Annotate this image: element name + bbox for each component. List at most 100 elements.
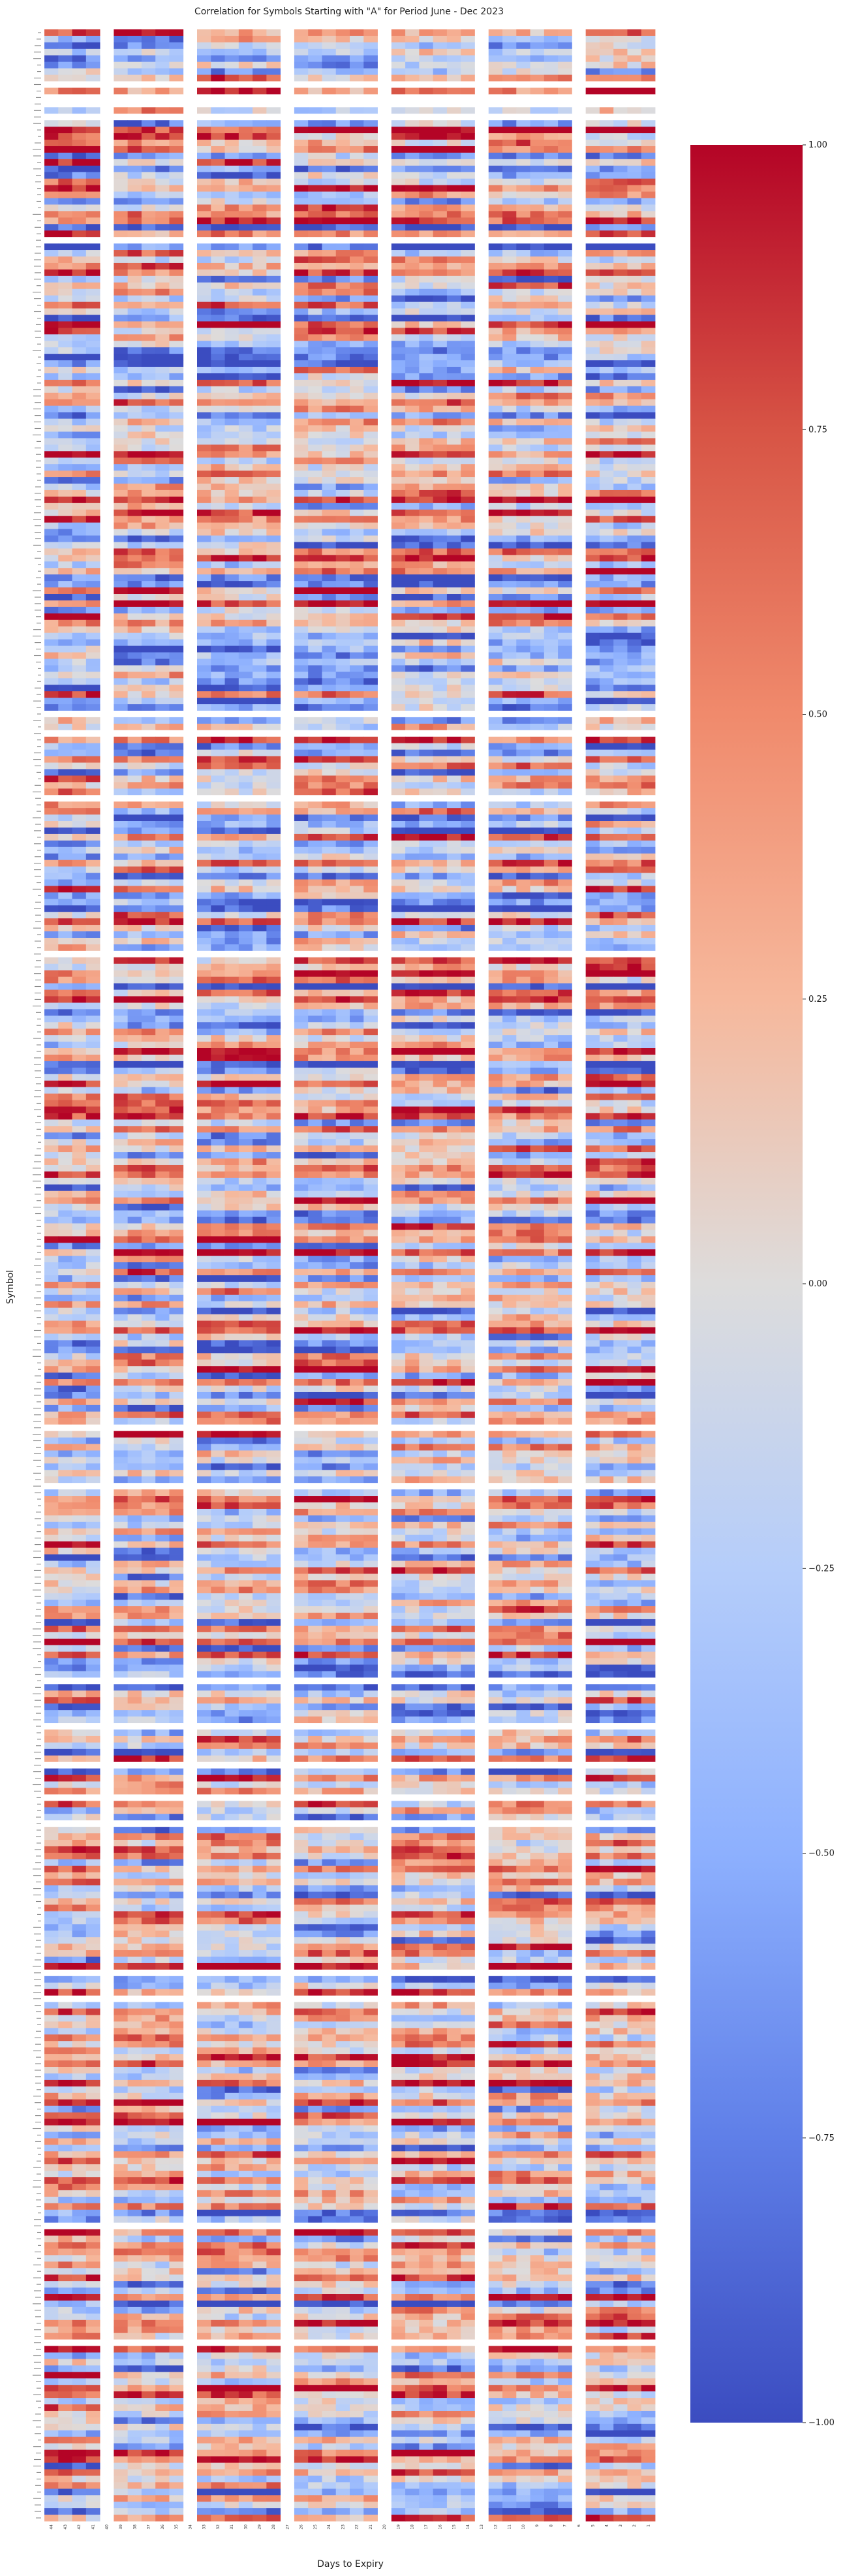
heatmap-cell — [114, 165, 129, 173]
heatmap-cell — [585, 386, 600, 394]
heatmap-cell — [322, 548, 337, 555]
heatmap-cell — [461, 639, 475, 646]
heatmap-cell — [141, 717, 156, 724]
heatmap-cell — [613, 386, 628, 394]
heatmap-cell — [405, 568, 420, 575]
heatmap-cell — [350, 815, 364, 822]
heatmap-cell — [516, 561, 530, 568]
heatmap-cell — [627, 471, 642, 478]
heatmap-cell — [211, 412, 225, 419]
heatmap-cell — [627, 55, 642, 63]
heatmap-cell — [224, 425, 239, 432]
heatmap-cell — [641, 574, 656, 582]
heatmap-cell — [211, 626, 225, 634]
heatmap-cell — [266, 341, 281, 348]
heatmap-cell — [335, 782, 350, 789]
heatmap-cell — [558, 710, 572, 718]
heatmap-cell — [516, 749, 530, 756]
heatmap-cell — [558, 458, 572, 465]
heatmap-cell — [585, 496, 600, 504]
heatmap-cell — [294, 275, 309, 283]
heatmap-cell — [641, 42, 656, 50]
heatmap-cell — [253, 698, 267, 705]
heatmap-cell — [446, 341, 461, 348]
heatmap-cell — [127, 392, 142, 400]
heatmap-cell — [266, 250, 281, 257]
heatmap-cell — [114, 717, 129, 724]
heatmap-cell — [613, 561, 628, 568]
heatmap-cell — [446, 496, 461, 504]
heatmap-cell — [308, 568, 322, 575]
heatmap-cell — [405, 561, 420, 568]
heatmap-cell — [530, 483, 545, 491]
heatmap-cell — [433, 159, 448, 166]
heatmap-cell — [114, 172, 129, 179]
heatmap-cell — [405, 328, 420, 335]
heatmap-cell — [502, 542, 517, 549]
heatmap-cell — [530, 94, 545, 101]
heatmap-cell — [308, 379, 322, 387]
heatmap-cell — [627, 749, 642, 756]
heatmap-cell — [391, 55, 406, 63]
heatmap-cell — [627, 509, 642, 517]
heatmap-cell — [141, 269, 156, 277]
heatmap-cell — [169, 496, 184, 504]
heatmap-cell — [58, 503, 72, 510]
heatmap-cell — [58, 237, 72, 244]
heatmap-cell — [558, 243, 572, 251]
heatmap-cell — [44, 282, 59, 290]
heatmap-cell — [350, 178, 364, 186]
heatmap-cell — [461, 652, 475, 659]
heatmap-cell — [599, 269, 614, 277]
heatmap-cell — [197, 211, 211, 218]
heatmap-cell — [446, 710, 461, 718]
heatmap-cell — [114, 431, 129, 439]
heatmap-cell — [294, 866, 309, 873]
heatmap-cell — [58, 574, 72, 582]
heatmap-cell — [211, 483, 225, 491]
heatmap-cell — [599, 685, 614, 692]
heatmap-cell — [197, 282, 211, 290]
heatmap-cell — [405, 237, 420, 244]
heatmap-cell — [224, 288, 239, 296]
heatmap-cell — [322, 613, 337, 621]
heatmap-cell — [197, 561, 211, 568]
heatmap-cell — [599, 152, 614, 160]
heatmap-cell — [405, 334, 420, 341]
heatmap-cell — [585, 613, 600, 621]
heatmap-cell — [197, 328, 211, 335]
heatmap-cell — [433, 438, 448, 445]
heatmap-cell — [433, 639, 448, 646]
heatmap-cell — [322, 146, 337, 153]
heatmap-cell — [599, 237, 614, 244]
heatmap-cell — [253, 321, 267, 328]
heatmap-cell — [127, 412, 142, 419]
heatmap-cell — [322, 639, 337, 646]
heatmap-cell — [335, 672, 350, 679]
heatmap-cell — [44, 736, 59, 744]
heatmap-cell — [585, 87, 600, 95]
heatmap-cell — [253, 140, 267, 147]
heatmap-cell — [114, 146, 129, 153]
heatmap-cell — [350, 29, 364, 37]
heatmap-cell — [363, 698, 378, 705]
heatmap-cell — [294, 334, 309, 341]
heatmap-cell — [114, 35, 129, 43]
heatmap-cell — [253, 782, 267, 789]
heatmap-cell — [502, 626, 517, 634]
heatmap-cell — [294, 678, 309, 685]
heatmap-cell — [224, 691, 239, 698]
heatmap-cell — [613, 256, 628, 264]
heatmap-cell — [58, 288, 72, 296]
heatmap-cell — [350, 341, 364, 348]
heatmap-cell — [516, 451, 530, 458]
heatmap-cell — [558, 795, 572, 802]
heatmap-cell — [530, 237, 545, 244]
heatmap-cell — [308, 503, 322, 510]
heatmap-cell — [419, 581, 434, 588]
heatmap-cell — [44, 198, 59, 205]
heatmap-cell — [141, 652, 156, 659]
heatmap-cell — [516, 639, 530, 646]
heatmap-cell — [530, 626, 545, 634]
heatmap-cell — [155, 269, 170, 277]
